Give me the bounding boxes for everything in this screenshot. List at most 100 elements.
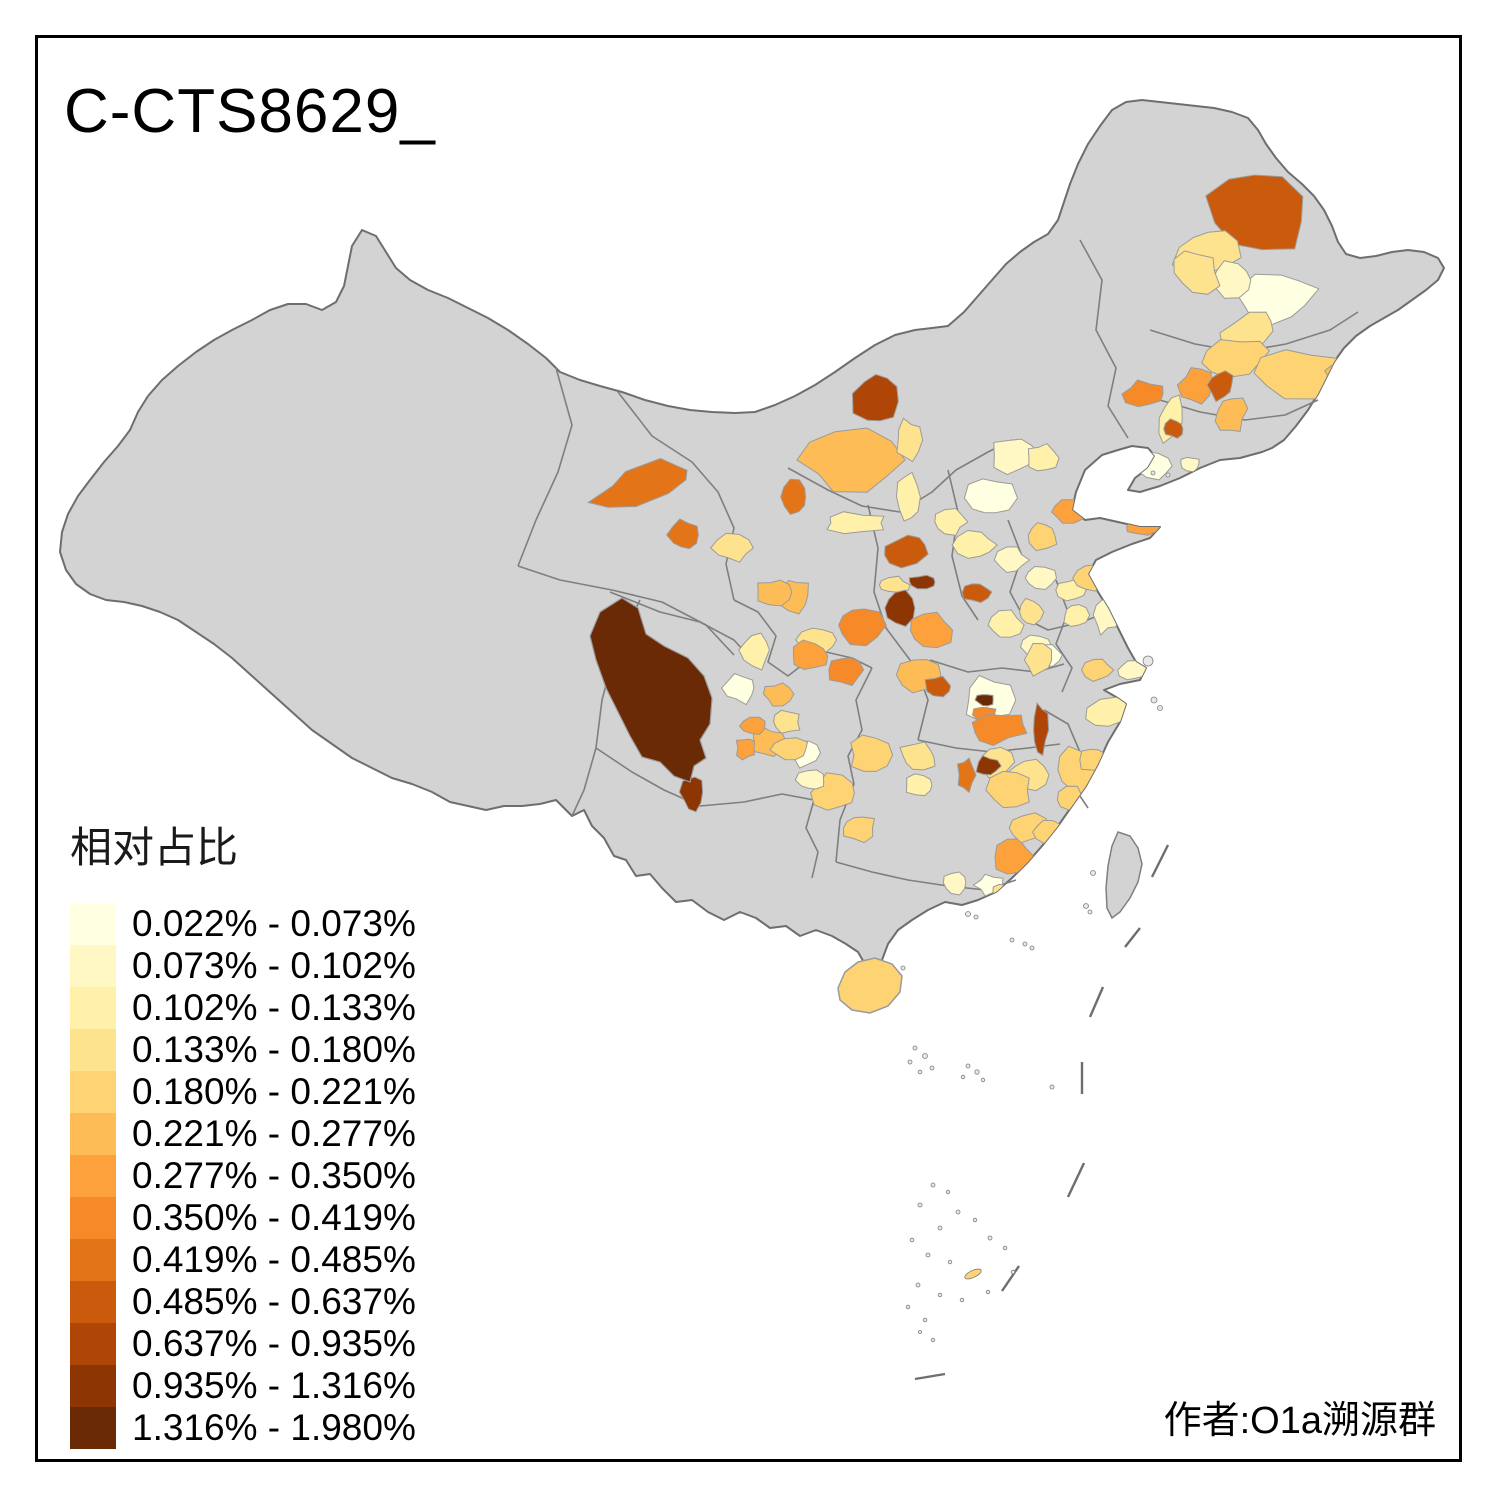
island-dot [1029,945,1035,951]
island-dot [915,1282,921,1288]
province-border [1055,579,1073,693]
island-dot [1010,1269,1016,1275]
prefecture-region [796,427,906,493]
island-dot [930,1337,936,1343]
nine-dash-segment [1150,844,1170,878]
prefecture-region [908,574,936,590]
island-dot [960,1074,966,1080]
prefecture-region [1024,565,1058,591]
island-dot [922,1053,928,1059]
legend-label: 0.221% - 0.277% [132,1113,416,1154]
prefecture-region [987,609,1025,638]
island-dot [907,1059,913,1065]
prefecture-region [974,694,994,707]
island-dot [1090,870,1096,876]
legend-swatch [70,1239,116,1281]
prefecture-region [769,737,809,761]
island-dot [929,1065,935,1071]
legend-label: 0.485% - 0.637% [132,1281,416,1322]
prefecture-region [826,511,885,535]
legend-title: 相对占比 [70,824,239,871]
legend: 相对占比 0.022% - 0.073% 0.073% - 0.102% 0.102… [70,814,416,1449]
prefecture-region [951,529,998,559]
prefecture-region [1201,339,1271,379]
legend-swatch [70,1071,116,1113]
legend-swatch [70,1323,116,1365]
island-dot [985,1289,991,1295]
prefecture-region [710,532,754,563]
prefecture-region [1163,418,1184,439]
legend-item: 0.935% - 1.316% [70,1365,416,1407]
nine-dash-segment [1066,1162,1086,1198]
taiping-island [964,1268,982,1280]
prefecture-region [985,770,1030,809]
legend-label: 0.637% - 0.935% [132,1323,416,1364]
prefecture-region [1063,604,1091,627]
island-dot [930,1182,936,1188]
island-dot [1009,937,1015,943]
island-dot [922,1317,928,1323]
island-dot [1022,941,1028,947]
island-dot [900,965,906,971]
prefecture-region [1205,174,1304,251]
island-dot [925,1252,931,1258]
legend-item: 0.419% - 0.485% [70,1239,416,1281]
prefecture-region [1027,443,1060,472]
prefecture-region [828,657,865,687]
hainan-island [837,957,903,1014]
prefecture-region [1023,642,1053,677]
legend-item: 0.180% - 0.221% [70,1071,416,1113]
prefecture-region [738,716,766,735]
legend-item: 0.485% - 0.637% [70,1281,416,1323]
prefecture-region [993,546,1031,574]
legend-label: 0.133% - 0.180% [132,1029,416,1070]
island-dot [955,1209,961,1215]
legend-swatch [70,1029,116,1071]
taiwan-island [1105,831,1143,920]
prefecture-region [666,518,699,550]
prefecture-region [942,871,967,896]
legend-item: 0.277% - 0.350% [70,1155,416,1197]
legend-item: 1.316% - 1.980% [70,1407,416,1449]
legend-label: 0.180% - 0.221% [132,1071,416,1112]
prefecture-region [720,672,755,706]
legend-item: 0.221% - 0.277% [70,1113,416,1155]
province-border [517,367,573,567]
legend-swatch [70,1197,116,1239]
prefecture-region [842,816,875,844]
prefecture-region [780,478,807,515]
prefecture-region [1180,456,1200,473]
nine-dash-segment [1088,986,1105,1018]
prefecture-region [1173,250,1221,295]
legend-item: 0.637% - 0.935% [70,1323,416,1365]
plot-frame [35,35,1462,1462]
legend-swatch [70,987,116,1029]
legend-item: 0.022% - 0.073% [70,903,416,945]
legend-label: 0.935% - 1.316% [132,1365,416,1406]
prefecture-region [993,438,1043,476]
island-dot [965,911,971,917]
province-border [617,391,735,601]
island-dot [1049,1084,1055,1090]
island-dot [1002,1245,1008,1251]
prefecture-region [738,632,770,671]
chart-title: C-CTS8629_ [64,77,436,146]
legend-label: 0.350% - 0.419% [132,1197,416,1238]
prefecture-region [850,734,894,772]
prefecture-region [909,611,954,649]
island-dot [974,1069,980,1075]
island-dot [937,1225,943,1231]
legend-label: 0.102% - 0.133% [132,987,416,1028]
legend-items: 0.022% - 0.073% 0.073% - 0.102% 0.102% - 0… [70,903,416,1449]
legend-item: 0.073% - 0.102% [70,945,416,987]
legend-label: 0.419% - 0.485% [132,1239,416,1280]
province-border [867,504,917,669]
island-dot [1083,903,1089,909]
legend-swatch [70,903,116,945]
prefecture-region-ganzi [589,597,713,783]
province-border [609,591,753,661]
island-dot [1142,655,1154,667]
island-dot [917,1202,923,1208]
prefecture-region [895,471,921,522]
legend-label: 0.022% - 0.073% [132,903,416,944]
